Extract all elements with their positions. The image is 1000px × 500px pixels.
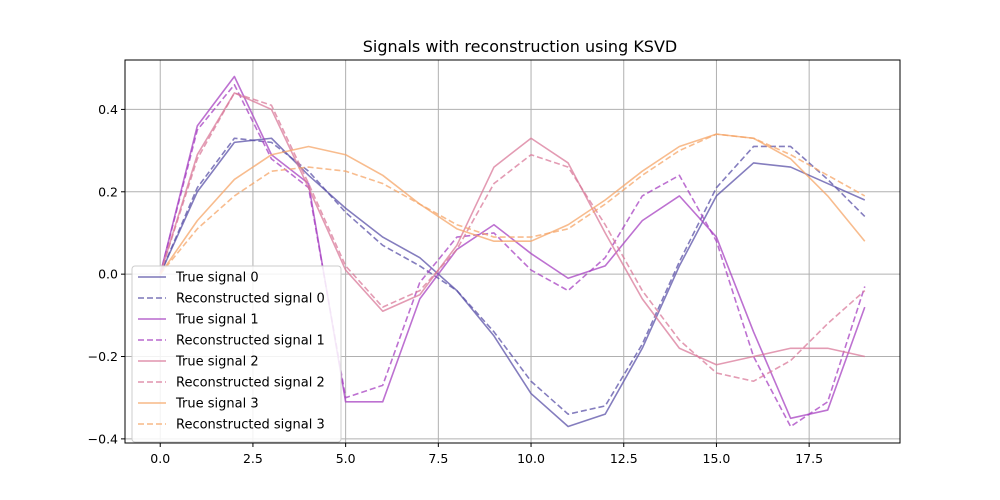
y-tick-label: 0.2: [98, 184, 118, 199]
y-tick-label: 0.4: [98, 102, 118, 117]
series-line-1: [159, 137, 866, 415]
legend-label: True signal 1: [175, 313, 259, 328]
series-line-0: [159, 137, 866, 428]
x-tick-label: 7.5: [428, 451, 448, 466]
legend-label: Reconstructed signal 2: [176, 376, 325, 391]
legend: True signal 0 Reconstructed signal 0 True …: [131, 265, 342, 443]
series-line-2: [159, 75, 866, 420]
y-tick-label: 0.0: [98, 267, 118, 282]
series-line-3: [159, 83, 866, 428]
x-axis-ticks: 0.0 2.5 5.0 7.5 10.0 12.5 15.0 17.5: [150, 443, 823, 466]
x-tick-label: 15.0: [703, 451, 731, 466]
x-tick-label: 5.0: [336, 451, 356, 466]
legend-label: True signal 2: [175, 355, 259, 370]
legend-box: [131, 265, 342, 443]
series-lines: [159, 75, 866, 428]
series-line-4: [159, 92, 865, 366]
y-axis-ticks: −0.4 −0.2 0.0 0.2 0.4: [88, 102, 125, 446]
legend-label: Reconstructed signal 1: [176, 334, 325, 349]
x-tick-label: 12.5: [610, 451, 638, 466]
legend-label: Reconstructed signal 3: [176, 418, 325, 433]
y-tick-label: −0.4: [88, 431, 118, 446]
plot-area-frame: [124, 59, 901, 444]
series-line-7: [159, 133, 866, 275]
x-tick-label: 10.0: [517, 451, 545, 466]
series-line-5: [159, 92, 866, 383]
legend-label: Reconstructed signal 0: [176, 292, 325, 307]
y-tick-label: −0.2: [88, 349, 118, 364]
legend-label: True signal 3: [175, 397, 259, 412]
series-line-6: [159, 133, 866, 275]
chart-title: Signals with reconstruction using KSVD: [363, 37, 677, 56]
x-tick-label: 17.5: [795, 451, 823, 466]
x-tick-label: 0.0: [150, 451, 170, 466]
x-tick-label: 2.5: [243, 451, 263, 466]
legend-label: True signal 0: [175, 271, 259, 286]
